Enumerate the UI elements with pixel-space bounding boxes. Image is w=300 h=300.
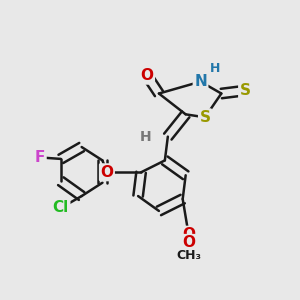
Text: H: H	[140, 130, 152, 144]
Text: O: O	[182, 227, 195, 242]
Text: CH₃: CH₃	[176, 249, 201, 262]
Text: O: O	[140, 68, 154, 83]
Text: Cl: Cl	[53, 200, 69, 215]
Text: O: O	[100, 165, 113, 180]
Text: H: H	[210, 62, 220, 75]
Text: S: S	[200, 110, 211, 125]
Text: S: S	[240, 83, 250, 98]
Text: O: O	[182, 235, 195, 250]
Text: N: N	[194, 74, 207, 89]
Text: F: F	[35, 150, 45, 165]
